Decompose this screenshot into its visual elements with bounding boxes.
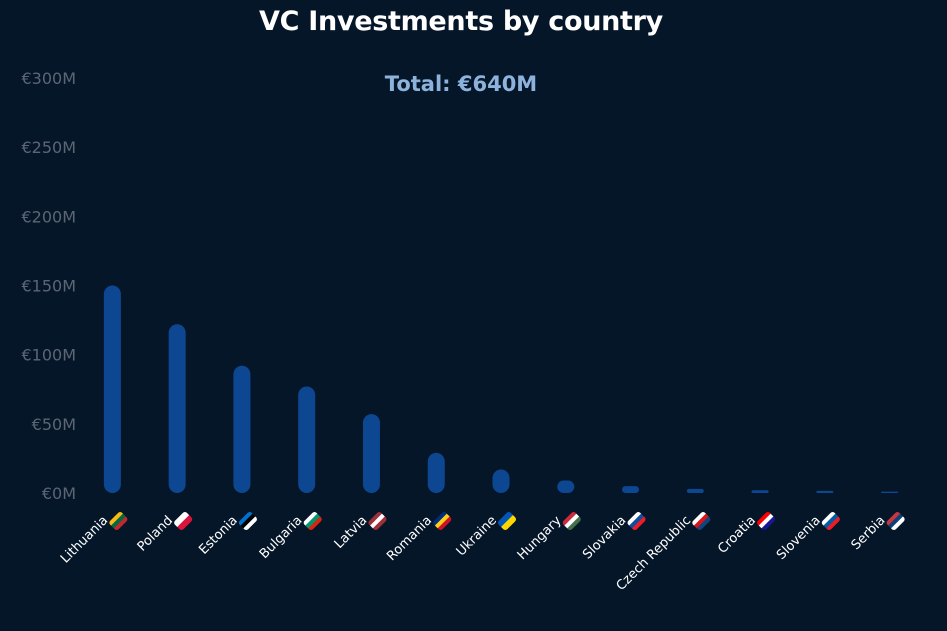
flag-icon bbox=[431, 510, 453, 532]
bar-latvia[interactable] bbox=[362, 414, 380, 493]
y-axis: €0M €50M €100M €150M €200M €250M €300M bbox=[21, 69, 76, 503]
x-axis: Lithuania Poland Estonia Bulgaria Latvia Roma… bbox=[58, 510, 906, 594]
flag-icon bbox=[691, 510, 712, 532]
x-tick-label: Poland bbox=[135, 513, 176, 554]
y-tick-label: €0M bbox=[42, 484, 76, 503]
flag-icon bbox=[172, 510, 194, 532]
x-tick-label: Hungary bbox=[515, 513, 565, 563]
bar-poland[interactable] bbox=[168, 324, 186, 493]
x-tick-label: Romania bbox=[384, 513, 435, 564]
bar-slovakia[interactable] bbox=[622, 486, 640, 493]
flag-icon bbox=[561, 510, 583, 532]
flag-icon bbox=[367, 510, 388, 532]
bar-croatia[interactable] bbox=[751, 490, 769, 493]
flag-icon bbox=[820, 510, 842, 532]
chart-title: VC Investments by country bbox=[259, 6, 663, 37]
x-tick-label: Serbia bbox=[849, 513, 889, 553]
bar-romania[interactable] bbox=[427, 452, 445, 493]
y-tick-label: €250M bbox=[21, 138, 76, 157]
y-tick-label: €200M bbox=[21, 207, 76, 226]
x-tick-label: Croatia bbox=[715, 513, 759, 557]
x-tick-label: Bulgaria bbox=[257, 513, 306, 562]
x-tick-label: Latvia bbox=[332, 513, 371, 552]
bar-bulgaria[interactable] bbox=[298, 386, 316, 493]
flag-icon bbox=[885, 510, 906, 532]
bar-serbia[interactable] bbox=[881, 491, 899, 493]
bar-slovenia[interactable] bbox=[816, 490, 834, 493]
bar-estonia[interactable] bbox=[233, 365, 251, 493]
flag-icon bbox=[496, 510, 518, 532]
y-tick-label: €50M bbox=[32, 415, 76, 434]
bar-lithuania[interactable] bbox=[103, 285, 121, 494]
bar-ukraine[interactable] bbox=[492, 469, 510, 493]
bar-hungary[interactable] bbox=[557, 480, 575, 493]
x-tick-label: Slovenia bbox=[774, 513, 824, 563]
x-tick-label: Estonia bbox=[196, 513, 240, 557]
chart-subtitle: Total: €640M bbox=[384, 72, 538, 96]
y-tick-label: €150M bbox=[21, 277, 76, 296]
x-tick-label: Ukraine bbox=[454, 513, 500, 559]
bars bbox=[103, 285, 899, 494]
x-tick-label: Slovakia bbox=[580, 513, 629, 562]
flag-icon bbox=[302, 510, 323, 532]
y-tick-label: €300M bbox=[21, 69, 76, 88]
x-tick-label: Lithuania bbox=[58, 513, 111, 566]
flag-icon bbox=[626, 510, 647, 532]
y-tick-label: €100M bbox=[21, 346, 76, 365]
bar-czech-republic[interactable] bbox=[686, 488, 704, 493]
flag-icon bbox=[755, 510, 777, 532]
flag-icon bbox=[237, 510, 259, 532]
flag-icon bbox=[108, 510, 129, 532]
